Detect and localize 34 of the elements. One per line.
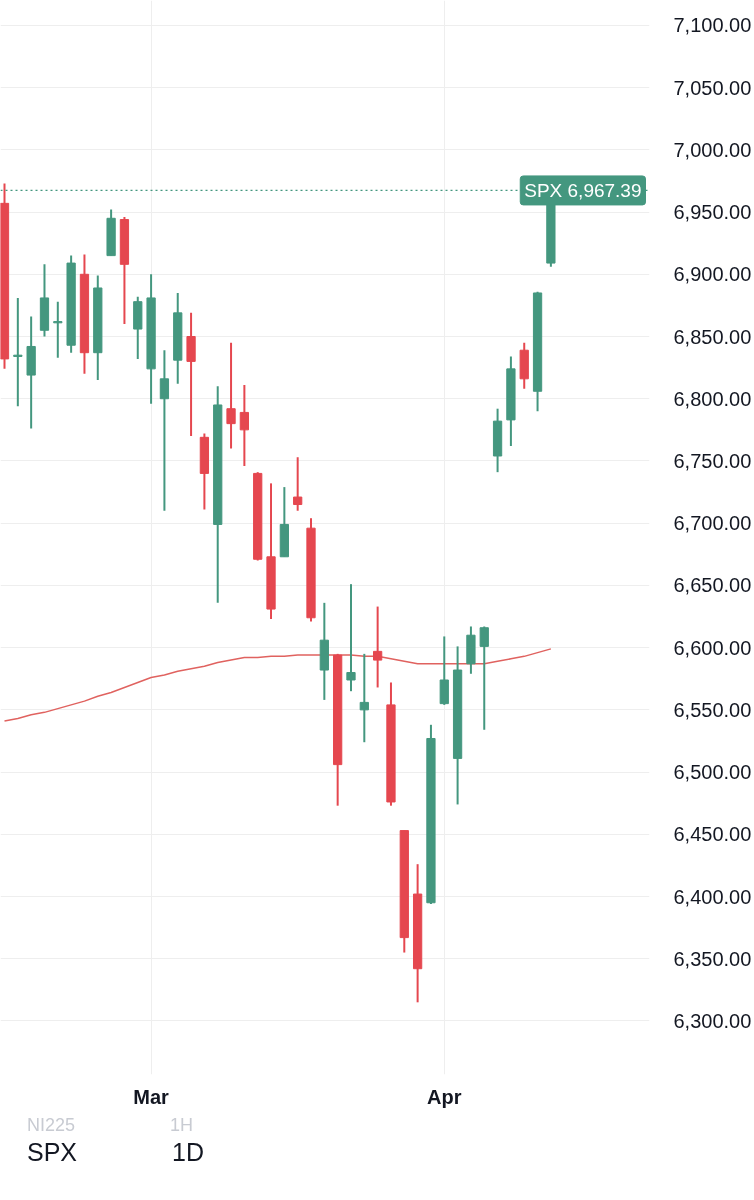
candlestick	[239, 384, 250, 467]
y-tick-label: 6,600.00	[673, 636, 752, 659]
text: 1D	[172, 1136, 204, 1167]
y-tick-label: 6,900.00	[673, 263, 752, 286]
x-tick-label: Apr	[427, 1085, 462, 1108]
y-tick-label: 6,950.00	[673, 201, 752, 224]
y-tick-label: 6,450.00	[673, 823, 752, 846]
candlestick	[359, 652, 369, 744]
ref-line-label: SPX 6,967.39	[524, 179, 642, 201]
y-tick-label: 6,300.00	[673, 1009, 752, 1032]
candlestick	[479, 625, 489, 731]
y-tick-label: 6,350.00	[673, 947, 752, 970]
y-tick-label: 6,650.00	[673, 574, 752, 597]
candlestick	[226, 341, 236, 450]
y-tick-label: 6,750.00	[673, 449, 752, 472]
y-tick-label: 6,400.00	[673, 885, 752, 908]
y-tick-label: 6,550.00	[673, 698, 752, 721]
candlestick	[373, 605, 383, 689]
candlestick	[346, 583, 356, 693]
candlestick	[439, 635, 449, 706]
candlestick	[293, 456, 303, 512]
text: SPX	[27, 1136, 78, 1167]
line-series	[3, 648, 552, 722]
candlestick	[159, 349, 170, 512]
candlestick	[53, 300, 63, 359]
y-tick-label: 6,500.00	[673, 761, 752, 784]
candlestick	[13, 296, 23, 408]
y-tick-label: 7,100.00	[673, 14, 752, 37]
y-tick-label: 6,800.00	[673, 387, 752, 410]
x-tick-label: Mar	[133, 1085, 170, 1108]
y-tick-label: 7,000.00	[673, 138, 752, 161]
y-tick-label: 6,700.00	[673, 512, 752, 535]
y-tick-label: 7,050.00	[673, 76, 752, 99]
y-tick-label: 6,850.00	[673, 325, 752, 348]
